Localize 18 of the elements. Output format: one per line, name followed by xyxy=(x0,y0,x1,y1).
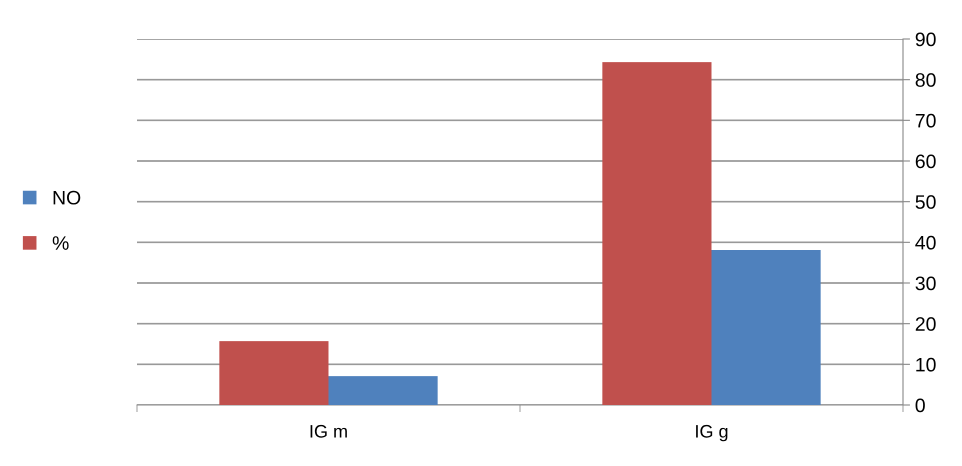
y-tick-label: 50 xyxy=(916,195,936,209)
bar xyxy=(219,341,328,405)
x-tick-label: IG m xyxy=(310,424,347,438)
legend-label: NO xyxy=(54,190,80,205)
x-tick-label: IG g xyxy=(696,424,728,442)
y-tick-label: 10 xyxy=(916,358,936,372)
bar xyxy=(602,62,712,405)
y-tick-label: 70 xyxy=(916,114,936,128)
bar xyxy=(328,376,438,405)
y-tick-label: 20 xyxy=(916,317,936,331)
y-tick-label: 60 xyxy=(916,154,936,168)
legend-label: % xyxy=(52,236,69,250)
y-tick-label: 30 xyxy=(916,276,936,290)
y-tick-label: 80 xyxy=(916,73,936,87)
y-tick-label: 40 xyxy=(915,236,936,250)
y-tick-label: 0 xyxy=(916,398,925,412)
y-tick-label: 90 xyxy=(916,32,936,46)
bar xyxy=(712,250,821,405)
